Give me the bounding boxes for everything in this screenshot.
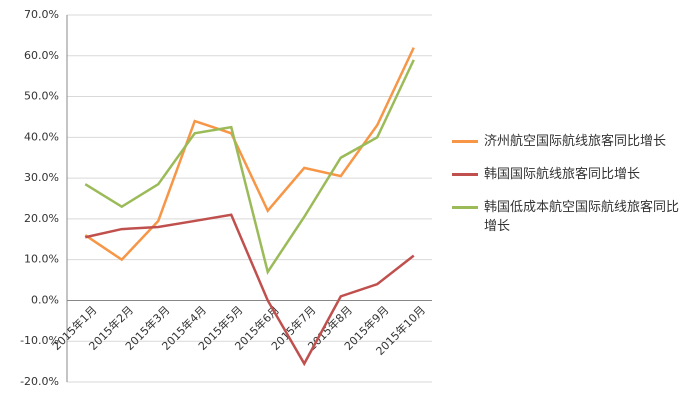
series-line — [84, 59, 415, 275]
y-tick-label: 10.0% — [24, 253, 59, 266]
legend-item: 韩国国际航线旅客同比增长 — [452, 165, 684, 184]
legend-swatch — [452, 206, 478, 209]
legend: 济州航空国际航线旅客同比增长 韩国国际航线旅客同比增长韩国低成本航空国际航线旅客同… — [452, 132, 684, 250]
y-tick-label: 40.0% — [24, 130, 59, 143]
y-tick-label: 0.0% — [31, 293, 59, 306]
y-tick-label: 50.0% — [24, 90, 59, 103]
series-line — [84, 47, 415, 262]
legend-swatch — [452, 173, 478, 176]
legend-item: 济州航空国际航线旅客同比增长 — [452, 132, 684, 151]
y-tick-label: 20.0% — [24, 212, 59, 225]
y-tick-label: -10.0% — [20, 334, 59, 347]
legend-label: 济州航空国际航线旅客同比增长 — [484, 134, 667, 149]
legend-item: 韩国低成本航空国际航线旅客同比增长 — [452, 198, 684, 236]
y-tick-label: 30.0% — [24, 171, 59, 184]
y-tick-label: 70.0% — [24, 8, 59, 21]
y-tick-label: 60.0% — [24, 49, 59, 62]
legend-label: 韩国低成本航空国际航线旅客同比增长 — [484, 200, 680, 234]
legend-swatch — [452, 140, 478, 143]
legend-label: 韩国国际航线旅客同比增长 — [484, 167, 641, 182]
y-tick-label: -20.0% — [20, 375, 59, 388]
series-line — [84, 213, 415, 367]
